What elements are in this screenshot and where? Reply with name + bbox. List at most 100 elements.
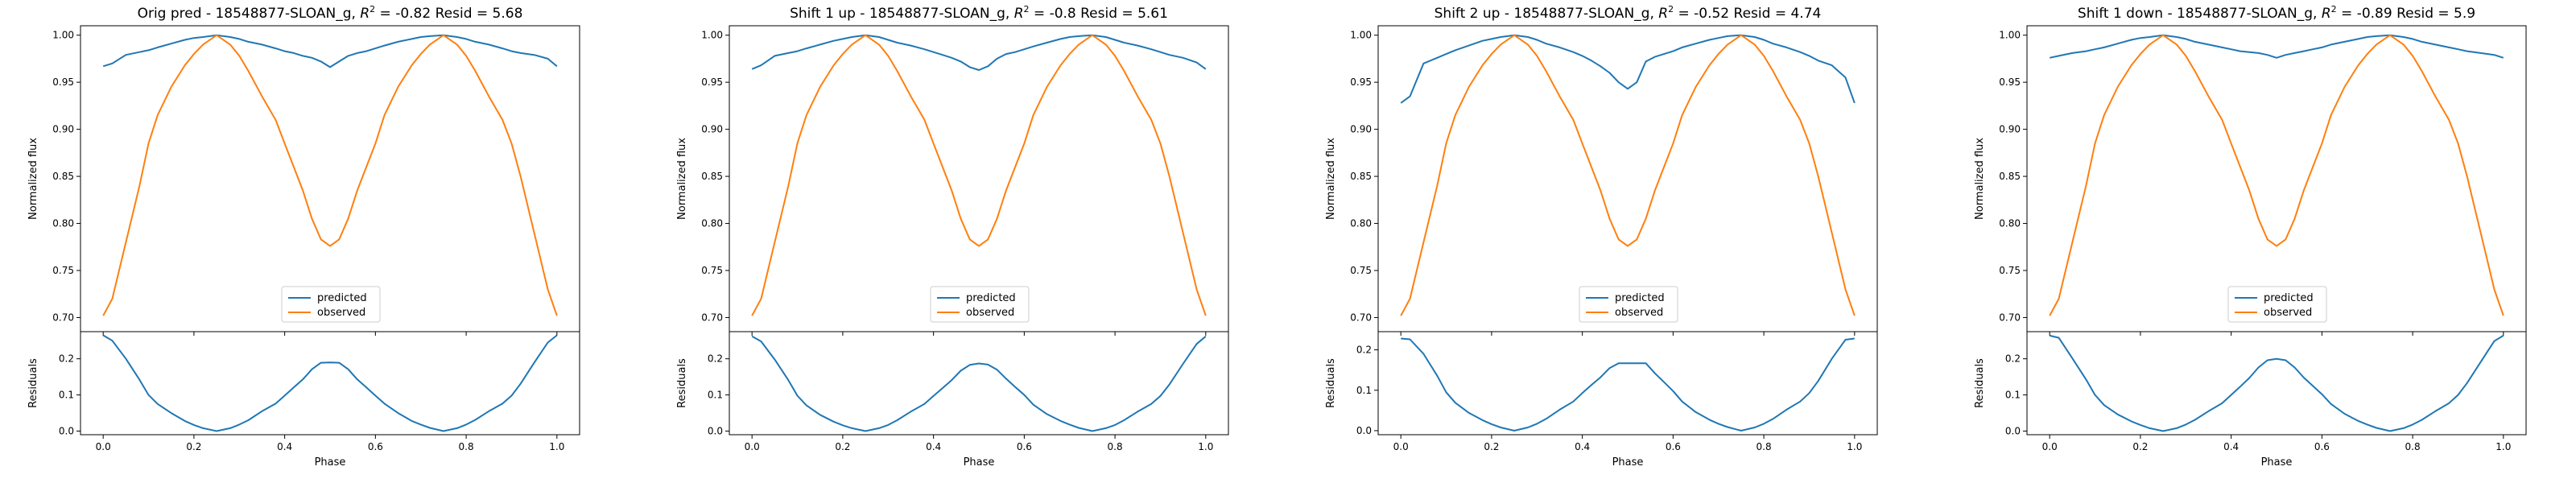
flux-ytick-label: 0.75 (52, 265, 74, 276)
flux-ytick-label: 0.70 (1350, 312, 1372, 323)
flux-ytick-label: 0.95 (1999, 76, 2021, 88)
flux-axes-frame (1377, 25, 1878, 332)
flux-ytick-label: 1.00 (52, 30, 74, 41)
subplot-2: Shift 1 up - 18548877-SLOAN_g, R2 = -0.8… (676, 4, 1229, 469)
xtick-label: 0.6 (1666, 441, 1681, 452)
residuals-axes-frame (1377, 331, 1878, 436)
flux-ytick-label: 0.95 (1350, 76, 1372, 88)
xtick-label: 0.4 (2223, 441, 2239, 452)
residuals-ytick-label: 0.1 (59, 390, 74, 401)
series-line-predicted (751, 34, 1207, 71)
flux-y-axis-label: Normalized flux (676, 138, 688, 220)
x-axis-label: Phase (2261, 456, 2293, 469)
series-line-observed (751, 34, 1207, 316)
series-line-predicted (102, 34, 558, 68)
legend-label-observed: observed (317, 307, 365, 319)
series-line-residuals (751, 335, 1207, 432)
xtick-label: 0.2 (1484, 441, 1499, 452)
flux-ytick-label: 0.80 (1999, 218, 2021, 229)
legend-label-predicted: predicted (966, 292, 1016, 304)
residuals-ytick-label: 0.0 (1356, 425, 1372, 436)
flux-ytick-label: 0.70 (701, 312, 723, 323)
series-line-predicted (1400, 34, 1856, 104)
subplot-3: Shift 2 up - 18548877-SLOAN_g, R2 = -0.5… (1325, 4, 1878, 469)
flux-ytick-label: 1.00 (1350, 30, 1372, 41)
series-line-residuals (102, 334, 558, 432)
legend: predicted observed (1579, 286, 1678, 323)
series-line-observed (2049, 34, 2504, 316)
flux-ytick-label: 0.90 (1999, 124, 2021, 135)
residuals-y-axis-label: Residuals (1974, 358, 1986, 408)
subplot-4: Shift 1 down - 18548877-SLOAN_g, R2 = -0… (1974, 4, 2527, 469)
xtick-label: 0.4 (1575, 441, 1590, 452)
legend-label-observed: observed (2264, 307, 2312, 319)
residuals-axes-frame (729, 331, 1229, 436)
series-line-residuals (1401, 337, 1855, 431)
residuals-ytick-label: 0.0 (708, 426, 723, 437)
residuals-axes-frame (2026, 331, 2527, 436)
residuals-ytick-label: 0.2 (59, 353, 74, 365)
flux-ytick-label: 0.85 (52, 171, 74, 182)
residuals-ytick-label: 0.0 (2005, 426, 2021, 437)
xtick-label: 1.0 (1847, 441, 1862, 452)
residuals-ytick-label: 0.2 (1356, 345, 1372, 356)
subplot-1: Orig pred - 18548877-SLOAN_g, R2 = -0.82… (27, 4, 580, 469)
residuals-y-axis-label: Residuals (27, 358, 39, 408)
flux-ytick-label: 0.80 (1350, 218, 1372, 229)
flux-ytick-label: 0.80 (701, 218, 723, 229)
residuals-ytick-label: 0.2 (2005, 353, 2021, 365)
flux-ytick-label: 0.90 (52, 124, 74, 135)
flux-ytick-label: 0.70 (1999, 312, 2021, 323)
residuals-ytick-label: 0.1 (2005, 390, 2021, 401)
flux-axes-frame (2026, 25, 2527, 332)
xtick-label: 0.0 (1393, 441, 1409, 452)
x-axis-label: Phase (1612, 456, 1644, 469)
xtick-label: 1.0 (2496, 441, 2511, 452)
flux-ytick-label: 0.85 (1350, 171, 1372, 182)
flux-y-axis-label: Normalized flux (1325, 138, 1337, 220)
xtick-label: 0.2 (2132, 441, 2148, 452)
xtick-label: 0.6 (1017, 441, 1032, 452)
xtick-label: 0.0 (745, 441, 760, 452)
residuals-ytick-label: 0.2 (708, 353, 723, 365)
legend-label-predicted: predicted (1615, 292, 1665, 304)
xtick-label: 0.4 (926, 441, 941, 452)
legend-label-predicted: predicted (2264, 292, 2314, 304)
series-line-observed (1400, 34, 1856, 316)
series-line-residuals (2049, 334, 2504, 432)
series-line-predicted (2049, 34, 2504, 59)
xtick-label: 0.8 (1757, 441, 1772, 452)
flux-ytick-label: 1.00 (701, 30, 723, 41)
legend-label-predicted: predicted (317, 292, 367, 304)
flux-ytick-label: 0.75 (1350, 265, 1372, 276)
xtick-label: 0.8 (1108, 441, 1123, 452)
chart-title: Shift 1 down - 18548877-SLOAN_g, R2 = -0… (2078, 4, 2475, 22)
xtick-label: 0.4 (277, 441, 292, 452)
xtick-label: 1.0 (1198, 441, 1213, 452)
flux-ytick-label: 0.75 (701, 265, 723, 276)
flux-ytick-label: 0.95 (52, 76, 74, 88)
legend: predicted observed (2227, 286, 2327, 323)
flux-ytick-label: 0.70 (52, 312, 74, 323)
flux-axes-frame (729, 25, 1229, 332)
legend: predicted observed (930, 286, 1030, 323)
flux-y-axis-label: Normalized flux (1974, 138, 1986, 220)
legend-label-observed: observed (1615, 307, 1663, 319)
flux-ytick-label: 0.85 (1999, 171, 2021, 182)
xtick-label: 0.8 (2405, 441, 2421, 452)
flux-ytick-label: 1.00 (1999, 30, 2021, 41)
x-axis-label: Phase (964, 456, 995, 469)
chart-title: Shift 1 up - 18548877-SLOAN_g, R2 = -0.8… (790, 4, 1168, 22)
flux-ytick-label: 0.90 (701, 124, 723, 135)
residuals-ytick-label: 0.0 (59, 426, 74, 437)
chart-title: Shift 2 up - 18548877-SLOAN_g, R2 = -0.5… (1435, 4, 1822, 22)
xtick-label: 1.0 (549, 441, 564, 452)
flux-y-axis-label: Normalized flux (27, 138, 39, 220)
xtick-label: 0.8 (459, 441, 474, 452)
residuals-ytick-label: 0.1 (708, 390, 723, 401)
xtick-label: 0.2 (186, 441, 201, 452)
flux-axes-frame (80, 25, 580, 332)
legend: predicted observed (281, 286, 381, 323)
flux-ytick-label: 0.95 (701, 76, 723, 88)
